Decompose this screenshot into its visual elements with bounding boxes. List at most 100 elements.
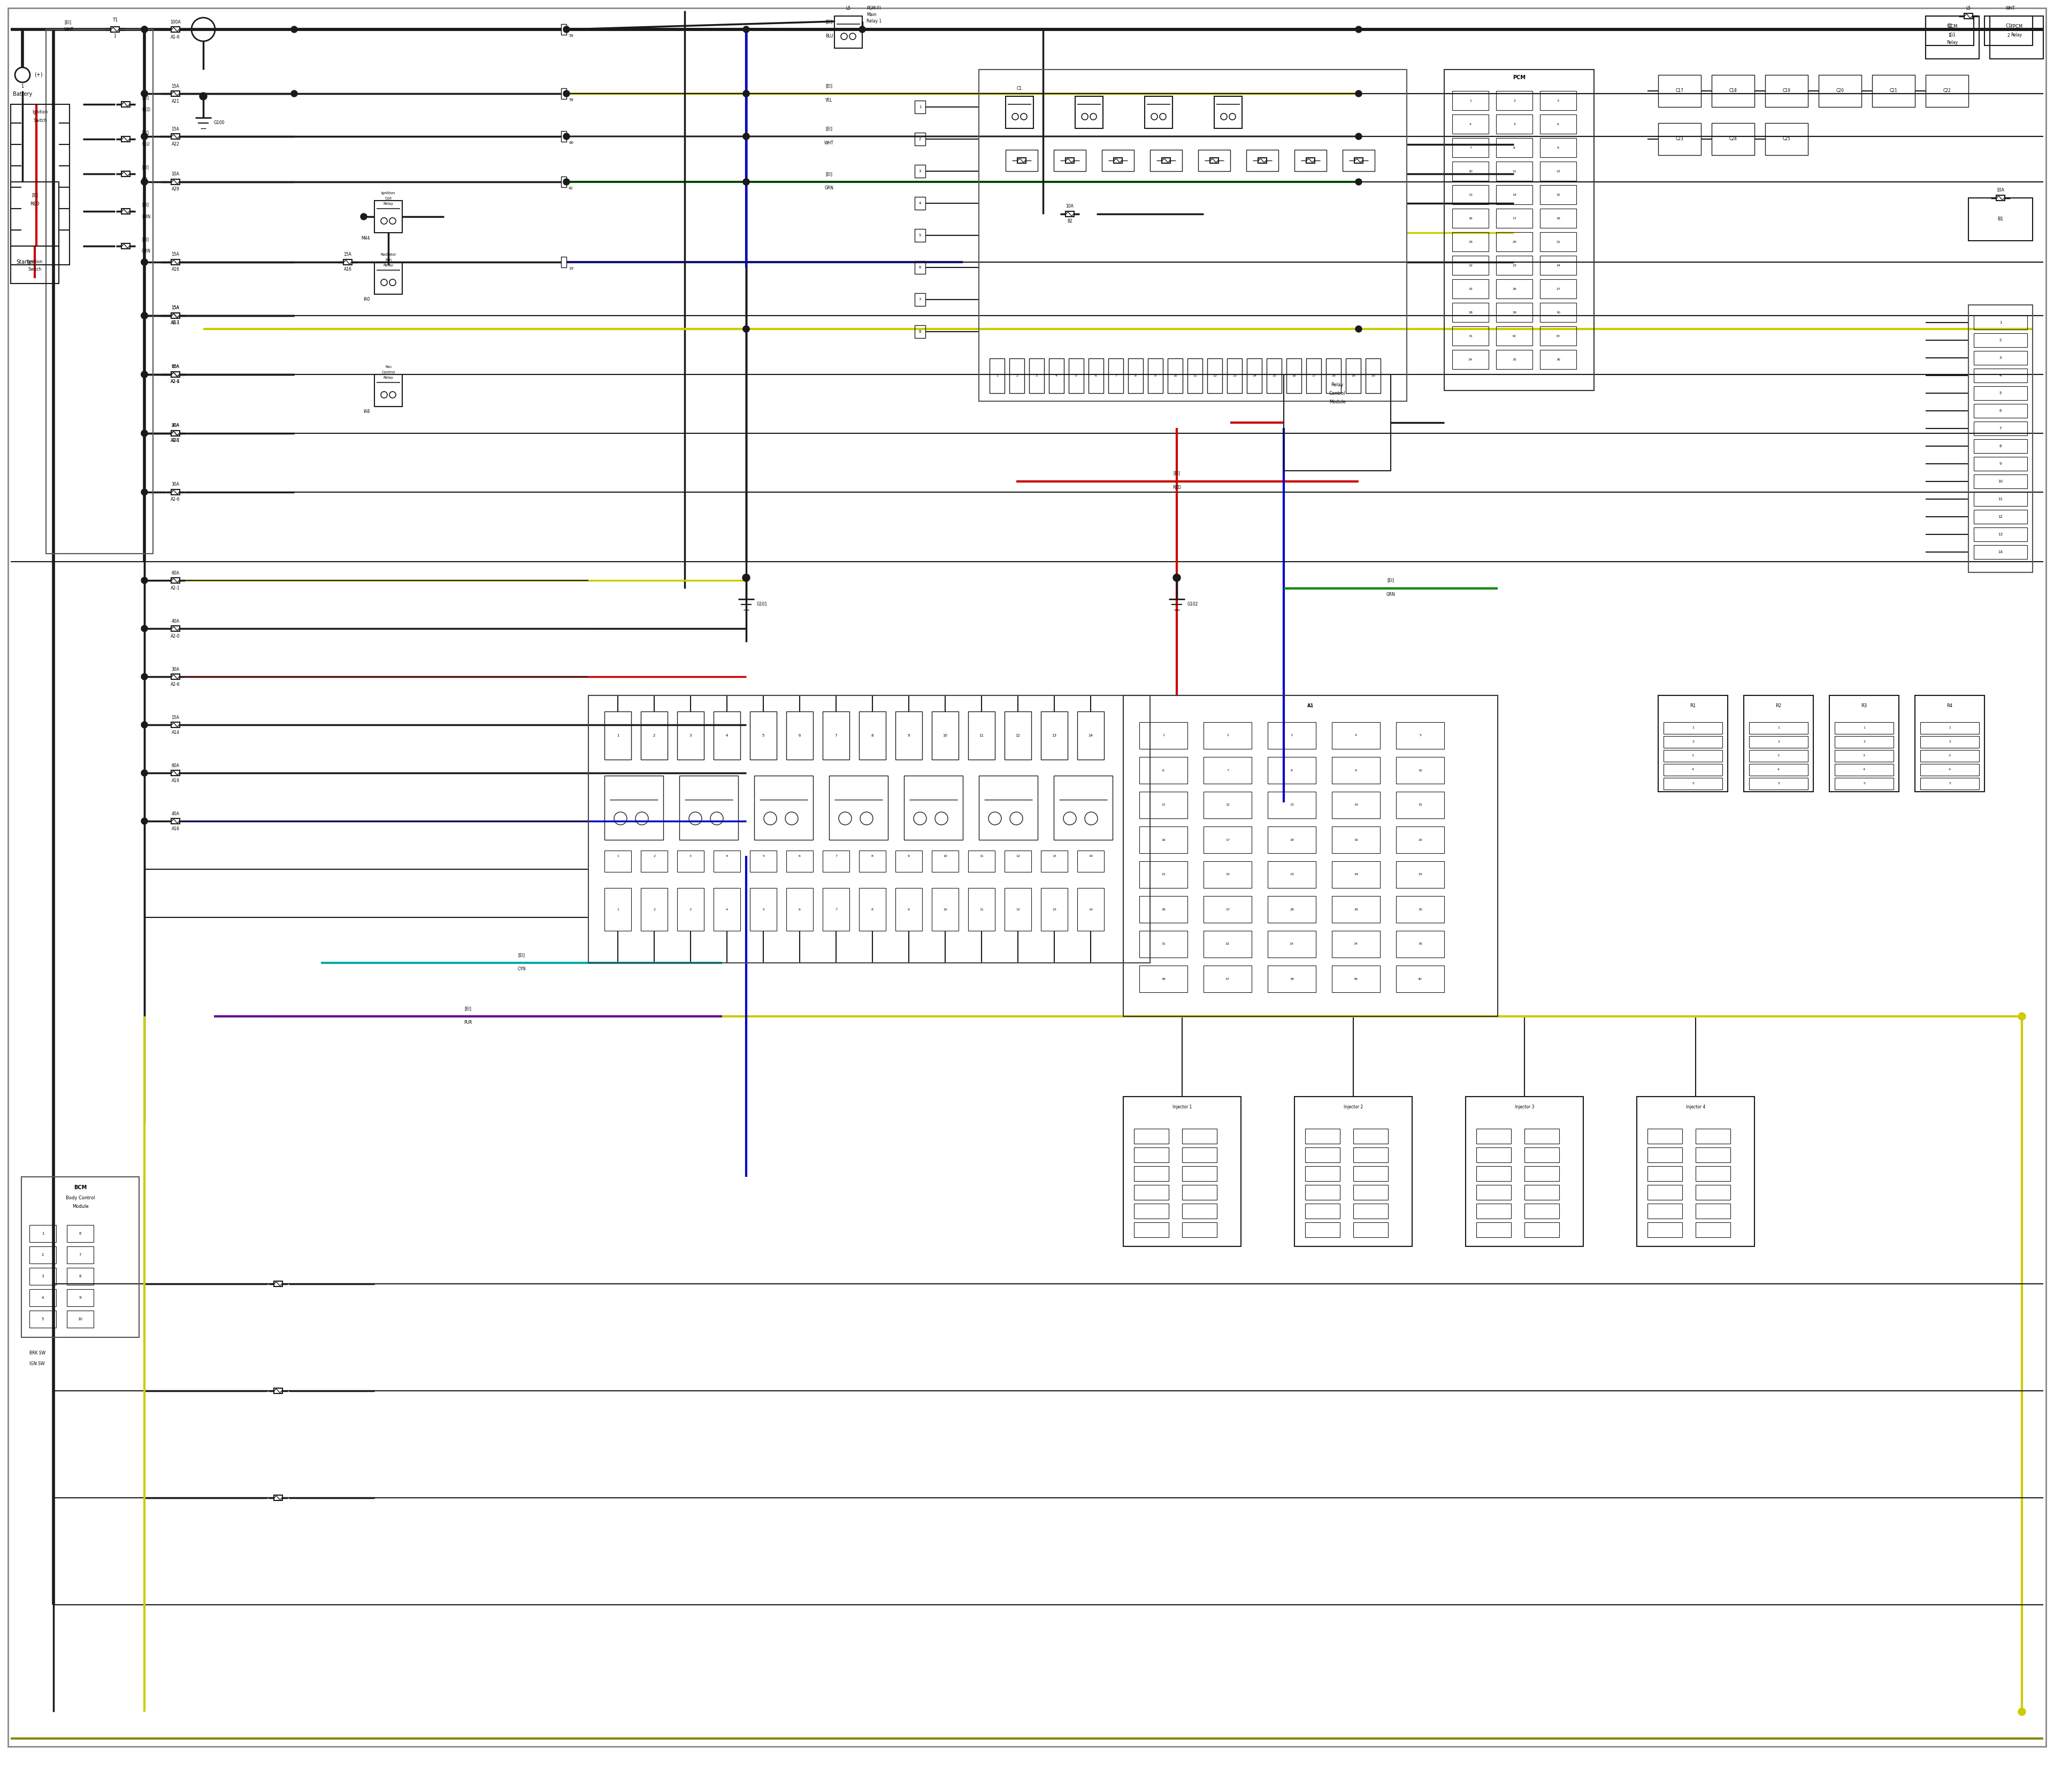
Text: 19: 19 [569,267,573,271]
Circle shape [741,573,750,581]
Text: 1: 1 [1949,34,1951,38]
Bar [1204,756,1251,783]
Text: 9: 9 [908,855,910,857]
Text: 13: 13 [1469,194,1473,195]
Bar [1247,358,1261,392]
Bar [170,771,181,776]
Text: [EI]: [EI] [142,237,148,242]
Bar [170,179,181,185]
Bar [1452,115,1489,134]
Bar [1204,722,1251,749]
Bar [604,711,631,760]
Text: 5: 5 [762,855,764,857]
Bar [1495,326,1532,346]
Bar [750,851,776,873]
Text: Switch: Switch [33,118,47,124]
Text: C21: C21 [1890,88,1898,93]
Bar [1331,792,1380,819]
Bar [561,23,567,34]
Text: 26: 26 [1512,287,1516,290]
Circle shape [142,674,148,679]
Bar [1134,1167,1169,1181]
Text: 6: 6 [1999,409,2003,412]
Bar [1397,930,1444,957]
Circle shape [142,312,148,319]
Text: 5: 5 [762,735,764,737]
Bar [1750,778,1808,790]
Text: 22: 22 [1226,873,1230,876]
Bar [1452,280,1489,299]
Text: A16: A16 [170,267,179,272]
Bar [1354,1167,1389,1181]
Bar [980,776,1037,840]
Text: 10: 10 [78,1317,82,1321]
Bar [1331,862,1380,889]
Bar [1540,185,1575,204]
Bar [1540,349,1575,369]
Circle shape [142,371,148,378]
Bar [170,314,181,319]
Text: 1: 1 [1863,728,1865,729]
Text: 14: 14 [1253,375,1257,378]
Bar [1144,97,1173,129]
Bar [1540,115,1575,134]
Circle shape [142,625,148,633]
Text: 9: 9 [78,1296,82,1299]
Bar [1017,158,1025,163]
Text: 13: 13 [1290,805,1294,806]
Bar [68,1267,94,1285]
Bar [967,889,994,930]
Bar [1204,792,1251,819]
Bar [1214,97,1243,129]
Text: 23: 23 [1512,263,1516,267]
Bar [1267,826,1317,853]
Text: GRN: GRN [824,186,834,190]
Text: 2: 2 [653,855,655,857]
Text: A2-1: A2-1 [170,321,181,326]
Text: [EI]: [EI] [142,165,148,170]
Bar [1204,930,1251,957]
Bar [1397,826,1444,853]
Bar [1540,326,1575,346]
Bar [1974,493,2027,505]
Text: A2-6: A2-6 [170,496,181,502]
Text: 9: 9 [1557,147,1559,149]
Text: 59: 59 [569,99,573,102]
Text: 11: 11 [1193,375,1197,378]
Bar [1540,161,1575,181]
Text: 7: 7 [1115,375,1117,378]
Bar [1834,737,1894,747]
Bar [21,1177,140,1337]
Text: 23: 23 [1290,873,1294,876]
Text: 9: 9 [908,909,910,910]
Bar [1711,124,1754,156]
Text: 15A: 15A [170,253,179,256]
Text: 35: 35 [1512,358,1516,360]
Bar [1495,349,1532,369]
Bar [967,711,994,760]
Text: 2: 2 [1949,740,1951,744]
Text: GRN: GRN [1386,593,1395,597]
Bar [1397,862,1444,889]
Bar [170,819,181,824]
Bar [750,889,776,930]
Text: Fan: Fan [384,366,392,369]
Text: 13: 13 [1052,735,1056,737]
Text: 8: 8 [1290,769,1292,772]
Bar [121,136,129,142]
Text: 3: 3 [690,909,692,910]
Bar [1148,358,1163,392]
Bar [1331,826,1380,853]
Bar [121,244,129,249]
Bar [1764,124,1808,156]
Text: 60A: 60A [170,763,179,769]
Bar [1294,1097,1413,1247]
Text: 27: 27 [1557,287,1561,290]
Bar [1366,358,1380,392]
Bar [1134,1129,1169,1143]
Circle shape [142,90,148,97]
Bar [914,197,926,210]
Bar [1540,138,1575,158]
Bar [1331,756,1380,783]
Bar [45,29,152,554]
